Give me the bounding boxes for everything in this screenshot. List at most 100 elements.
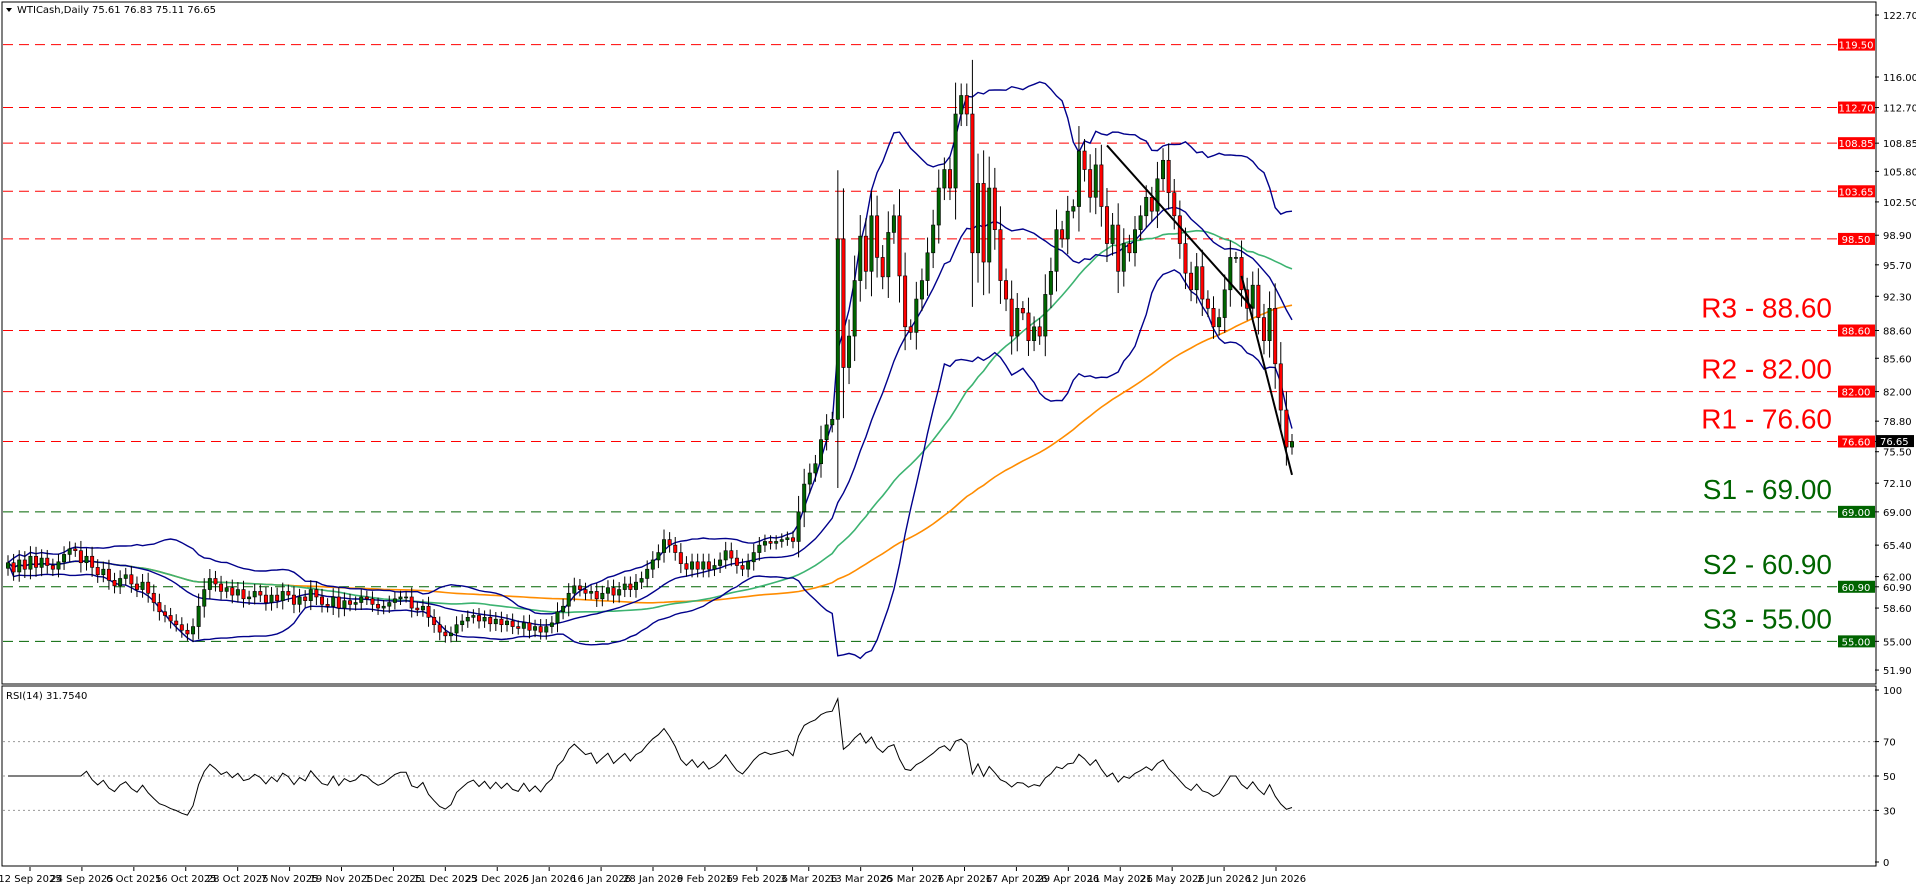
- candle-up: [39, 557, 44, 568]
- bollinger-upper-line: [7, 81, 1293, 615]
- time-tick-label: 19 Feb 2026: [726, 874, 788, 885]
- time-tick-label: 16 Oct 2025: [155, 874, 217, 885]
- price-tick-label: 108.85: [1883, 139, 1916, 150]
- level-label-69.00: S1 - 69.00: [1703, 474, 1832, 505]
- candle-up: [656, 552, 661, 561]
- candle-down: [897, 215, 902, 277]
- candle-down: [583, 589, 588, 594]
- candle-up: [17, 559, 22, 573]
- time-tick-label: 2 Jun 2026: [1197, 874, 1251, 885]
- candle-down: [1082, 150, 1087, 170]
- candle-up: [196, 605, 201, 627]
- candle-down: [45, 557, 50, 566]
- candle-down: [880, 257, 885, 278]
- candle-down: [174, 620, 179, 626]
- time-tick-label: 7 Nov 2025: [261, 874, 319, 885]
- candle-up: [617, 589, 622, 596]
- candle-up: [1144, 196, 1149, 217]
- candle-down: [1172, 192, 1177, 217]
- candle-down: [134, 583, 139, 590]
- level-labels-layer: R3 - 88.60 R2 - 82.00 R1 - 76.60 S1 - 69.00…: [1701, 293, 1832, 635]
- bollinger-middle-line: [7, 206, 1293, 626]
- price-tick-label: 55.00: [1883, 637, 1912, 648]
- candle-down: [611, 587, 616, 596]
- level-label-82.00: R2 - 82.00: [1701, 354, 1832, 385]
- candle-down: [336, 596, 341, 609]
- candle-down: [1026, 312, 1031, 341]
- candle-down: [426, 605, 431, 618]
- price-tick-label: 122.70: [1883, 11, 1916, 22]
- candle-down: [628, 583, 633, 590]
- price-tick-label: 65.40: [1883, 541, 1912, 552]
- time-tick-label: 19 Nov 2025: [309, 874, 373, 885]
- level-tag-76.60: 76.60: [1842, 438, 1871, 449]
- candle-up: [247, 596, 252, 600]
- candle-down: [1273, 308, 1278, 365]
- price-tick-label: 112.70: [1883, 104, 1916, 115]
- candle-down: [594, 591, 599, 600]
- candle-up: [465, 617, 470, 622]
- candle-down: [510, 620, 515, 627]
- price-tick-label: 62.00: [1883, 573, 1912, 584]
- candle-down: [577, 585, 582, 590]
- candle-down: [908, 326, 913, 333]
- candle-down: [241, 589, 246, 600]
- time-tick-label: 25 Mar 2026: [881, 874, 944, 885]
- candle-up: [1138, 215, 1143, 230]
- candle-down: [998, 229, 1003, 281]
- candle-up: [353, 602, 358, 605]
- candle-down: [112, 580, 117, 587]
- downtrend-line-steep: [1240, 275, 1293, 476]
- candle-down: [432, 617, 437, 626]
- price-tick-label: 88.60: [1883, 327, 1912, 338]
- candle-down: [213, 578, 218, 585]
- candle-up: [101, 568, 106, 576]
- dropdown-triangle-icon[interactable]: [6, 8, 12, 12]
- candle-down: [964, 95, 969, 115]
- price-tick-label: 75.50: [1883, 448, 1912, 459]
- candle-up: [454, 624, 459, 634]
- level-label-76.60: R1 - 76.60: [1701, 404, 1832, 435]
- time-tick-label: 12 Sep 2025: [0, 874, 62, 885]
- candle-down: [1116, 224, 1121, 272]
- candle-down: [437, 624, 442, 633]
- candle-up: [1054, 229, 1059, 272]
- candle-up: [1043, 294, 1048, 337]
- time-tick-label: 1 Dec 2025: [365, 874, 423, 885]
- time-tick-label: 17 Apr 2026: [985, 874, 1047, 885]
- candle-down: [185, 629, 190, 635]
- price-tick-label: 92.30: [1883, 292, 1912, 303]
- candle-up: [566, 592, 571, 607]
- candle-up: [807, 472, 812, 485]
- candle-up: [919, 280, 924, 300]
- price-tick-label: 116.00: [1883, 73, 1916, 84]
- candles-layer: [6, 59, 1294, 643]
- candle-up: [751, 552, 756, 563]
- candle-down: [34, 555, 39, 568]
- candle-down: [291, 594, 296, 605]
- candle-up: [1065, 210, 1070, 240]
- candle-up: [1015, 308, 1020, 337]
- candle-down: [219, 583, 224, 592]
- candle-down: [22, 559, 27, 570]
- candle-up: [701, 561, 706, 570]
- candle-up: [1161, 159, 1166, 180]
- indicator-lines-layer: [7, 81, 1293, 660]
- time-tick-label: 28 Oct 2025: [207, 874, 269, 885]
- level-tag-bg: [1838, 137, 1875, 150]
- candle-up: [1032, 326, 1037, 341]
- candle-up: [62, 554, 67, 563]
- candle-up: [1155, 178, 1160, 212]
- candle-up: [785, 537, 790, 540]
- time-tick-label: 6 Oct 2025: [106, 874, 161, 885]
- candle-up: [191, 626, 196, 635]
- candle-up: [936, 187, 941, 226]
- candle-up: [1076, 150, 1081, 207]
- candle-up: [662, 539, 666, 553]
- level-tag-60.90: 60.90: [1842, 583, 1871, 594]
- candle-down: [903, 275, 908, 328]
- candle-up: [555, 611, 560, 624]
- level-tag-bg: [1838, 324, 1875, 337]
